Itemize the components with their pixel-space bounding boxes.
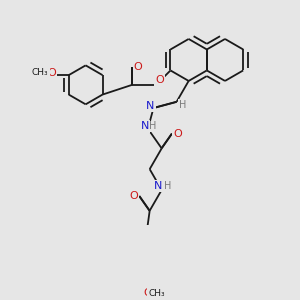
Text: O: O [155,75,164,85]
Text: O: O [129,191,138,201]
Text: H: H [164,181,171,191]
Text: CH₃: CH₃ [148,289,165,298]
Text: O: O [144,288,153,298]
Text: CH₃: CH₃ [32,68,49,77]
Text: N: N [146,101,155,111]
Text: N: N [154,181,162,191]
Text: H: H [149,122,156,131]
Text: H: H [179,100,186,110]
Text: N: N [141,122,149,131]
Text: O: O [47,68,56,78]
Text: O: O [134,62,142,72]
Text: O: O [174,129,182,139]
